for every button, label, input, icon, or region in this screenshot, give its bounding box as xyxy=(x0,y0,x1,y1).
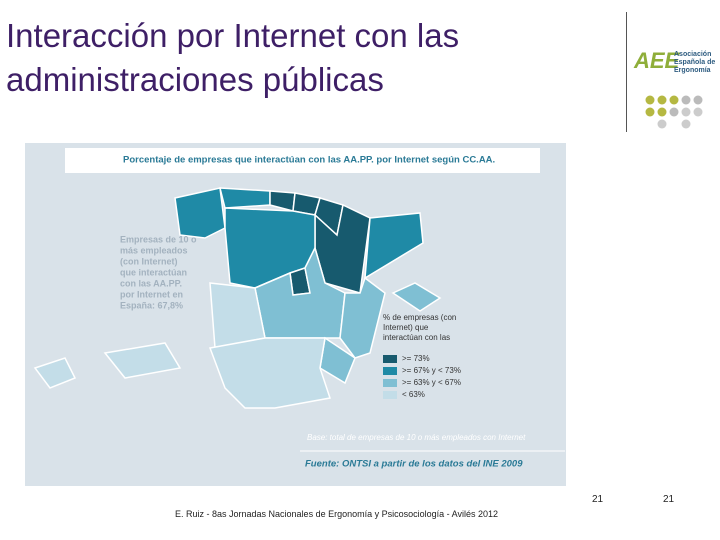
region-canarias xyxy=(33,357,77,389)
region-asturias xyxy=(219,187,271,209)
logo-mark: AEE xyxy=(633,48,681,73)
map-title: Porcentaje de empresas que interactúan c… xyxy=(123,155,495,166)
legend-swatch xyxy=(383,355,397,363)
legend-label: >= 63% y < 67% xyxy=(402,378,461,387)
slide-title: Interacción por Internet con las adminis… xyxy=(6,14,459,102)
legend-swatch xyxy=(383,367,397,375)
legend-label: >= 67% y < 73% xyxy=(402,366,461,375)
note-line: que interactúan xyxy=(120,267,187,277)
region-galicia xyxy=(174,187,226,239)
legend-title: Internet) que xyxy=(383,323,429,332)
legend-swatch xyxy=(383,379,397,387)
map-source: Fuente: ONTSI a partir de los datos del … xyxy=(305,459,523,470)
title-line: administraciones públicas xyxy=(6,61,384,98)
note-line: con las AA.PP. xyxy=(120,278,182,288)
logo-text: Ergonomía xyxy=(674,67,711,74)
legend-label: < 63% xyxy=(402,390,425,399)
title-line: Interacción por Internet con las xyxy=(6,17,460,54)
logo-dots xyxy=(645,95,703,129)
map-figure: Porcentaje de empresas que interactúan c… xyxy=(25,143,566,486)
legend-title: % de empresas (con xyxy=(383,313,456,322)
note-line: Empresas de 10 o xyxy=(120,234,197,244)
region-canarias xyxy=(103,342,182,379)
divider xyxy=(626,12,627,132)
region-baleares xyxy=(391,282,442,312)
map-header xyxy=(65,148,540,173)
map-base: Base: total de empresas de 10 o más empl… xyxy=(307,433,526,442)
page-number: 21 xyxy=(663,494,675,505)
logo-text: Asociación xyxy=(674,51,711,58)
page-number: 21 xyxy=(592,494,604,505)
legend-title: interactúan con las xyxy=(383,333,450,342)
logo: AEE Asociación Española de Ergonomía xyxy=(633,48,715,129)
region-andalucia xyxy=(208,337,331,409)
footer: E. Ruiz - 8as Jornadas Nacionales de Erg… xyxy=(175,509,499,519)
legend-label: >= 73% xyxy=(402,354,430,363)
legend-swatch xyxy=(383,391,397,399)
note-line: más empleados xyxy=(120,245,188,255)
regions xyxy=(33,187,442,409)
region-valencia xyxy=(339,276,386,359)
region-cataluna xyxy=(364,212,424,280)
note-line: por Internet en xyxy=(120,289,183,299)
note-line: (con Internet) xyxy=(120,256,178,266)
note-line: España: 67,8% xyxy=(120,300,183,310)
logo-text: Española de xyxy=(674,59,715,66)
